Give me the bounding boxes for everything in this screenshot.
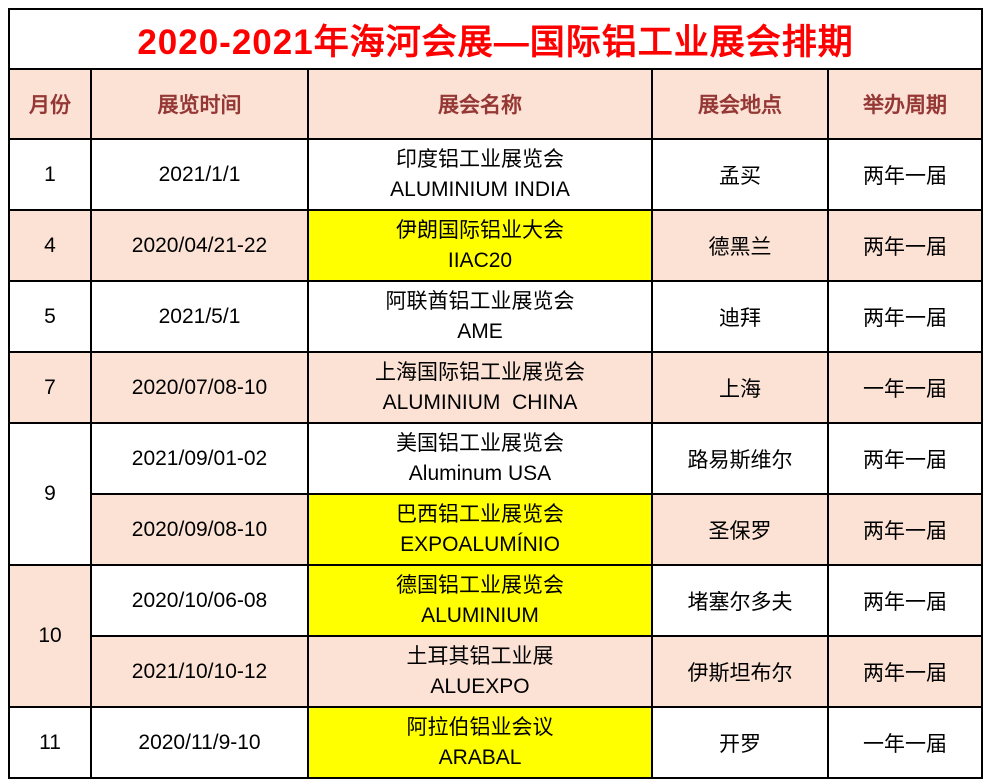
name-cell-highlighted: 伊朗国际铝业大会 IIAC20 — [307, 209, 653, 282]
month-cell: 11 — [8, 706, 92, 779]
location-cell: 迪拜 — [651, 280, 829, 353]
month-cell: 7 — [8, 351, 92, 424]
exhibition-name-en: AME — [457, 319, 503, 343]
cycle-cell: 两年一届 — [826, 564, 984, 637]
header-row: 月份 展览时间 展会名称 展会地点 举办周期 — [8, 68, 984, 140]
location-cell: 圣保罗 — [651, 493, 829, 566]
name-cell: 美国铝工业展览会 Aluminum USA — [307, 422, 653, 495]
exhibition-name-en: ALUMINIUM — [421, 603, 539, 627]
table-row: 4 2020/04/21-22 伊朗国际铝业大会 IIAC20 德黑兰 两年一届 — [8, 209, 984, 282]
cycle-cell: 一年一届 — [826, 351, 984, 424]
exhibition-name-en: EXPOALUMÍNIO — [400, 532, 560, 556]
exhibition-name-cn: 德国铝工业展览会 — [396, 573, 564, 597]
exhibition-name-en: ARABAL — [438, 745, 522, 769]
page-title: 2020-2021年海河会展—国际铝工业展会排期 — [7, 8, 984, 70]
exhibition-name-cn: 巴西铝工业展览会 — [396, 502, 564, 526]
table-row: 7 2020/07/08-10 上海国际铝工业展览会 ALUMINIUM CHI… — [8, 351, 984, 424]
exhibition-schedule-table: 2020-2021年海河会展—国际铝工业展会排期 月份 展览时间 展会名称 展会… — [7, 8, 984, 779]
location-cell: 上海 — [651, 351, 829, 424]
table-row: 2021/10/10-12 土耳其铝工业展 ALUEXPO 伊斯坦布尔 两年一届 — [9, 635, 984, 708]
table-row: 1 2021/1/1 印度铝工业展览会 ALUMINIUM INDIA 孟买 两… — [8, 138, 984, 211]
time-cell: 2021/1/1 — [90, 138, 309, 211]
col-header-cycle: 举办周期 — [826, 68, 984, 140]
cycle-cell: 两年一届 — [826, 280, 984, 353]
exhibition-name-cn: 阿拉伯铝业会议 — [406, 715, 554, 739]
time-cell: 2020/09/08-10 — [90, 493, 309, 566]
name-cell: 阿联酋铝工业展览会 AME — [307, 280, 653, 353]
exhibition-name-cn: 阿联酋铝工业展览会 — [385, 289, 575, 313]
exhibition-name-cn: 土耳其铝工业展 — [406, 644, 554, 668]
exhibition-name-cn: 印度铝工业展览会 — [396, 147, 564, 171]
month-cell: 1 — [8, 138, 92, 211]
table-row: 10 2020/10/06-08 德国铝工业展览会 ALUMINIUM 堵塞尔多… — [8, 564, 984, 708]
month-cell-merged: 10 — [8, 564, 92, 708]
month-cell-merged: 9 — [8, 422, 92, 566]
time-cell: 2020/11/9-10 — [90, 706, 309, 779]
month-cell: 4 — [8, 209, 92, 282]
time-cell: 2020/04/21-22 — [90, 209, 309, 282]
time-cell: 2020/07/08-10 — [90, 351, 309, 424]
cycle-cell: 两年一届 — [826, 635, 984, 708]
col-header-month: 月份 — [8, 68, 92, 140]
time-cell: 2021/09/01-02 — [90, 422, 309, 495]
cycle-cell: 两年一届 — [826, 209, 984, 282]
location-cell: 路易斯维尔 — [651, 422, 829, 495]
table-row: 9 2021/09/01-02 美国铝工业展览会 Aluminum USA 路易… — [8, 422, 984, 566]
month-cell: 5 — [8, 280, 92, 353]
title-row: 2020-2021年海河会展—国际铝工业展会排期 — [7, 8, 984, 70]
exhibition-name-en: ALUMINIUM INDIA — [390, 177, 570, 201]
cycle-cell: 一年一届 — [826, 706, 984, 779]
cycle-cell: 两年一届 — [826, 138, 984, 211]
location-cell: 孟买 — [651, 138, 829, 211]
col-header-location: 展会地点 — [651, 68, 829, 140]
name-cell: 印度铝工业展览会 ALUMINIUM INDIA — [307, 138, 653, 211]
exhibition-name-cn: 伊朗国际铝业大会 — [396, 218, 564, 242]
name-cell: 土耳其铝工业展 ALUEXPO — [307, 635, 653, 708]
exhibition-name-cn: 美国铝工业展览会 — [396, 431, 564, 455]
time-cell: 2021/5/1 — [90, 280, 309, 353]
col-header-time: 展览时间 — [90, 68, 309, 140]
table-row: 2020/09/08-10 巴西铝工业展览会 EXPOALUMÍNIO 圣保罗 … — [9, 493, 984, 566]
table-row: 11 2020/11/9-10 阿拉伯铝业会议 ARABAL 开罗 一年一届 — [8, 706, 984, 779]
exhibition-name-en: Aluminum USA — [408, 461, 552, 485]
location-cell: 堵塞尔多夫 — [651, 564, 829, 637]
location-cell: 伊斯坦布尔 — [651, 635, 829, 708]
exhibition-name-en: ALUEXPO — [430, 674, 530, 698]
exhibition-name-en: IIAC20 — [447, 248, 513, 272]
time-cell: 2020/10/06-08 — [90, 564, 309, 637]
exhibition-name-cn: 上海国际铝工业展览会 — [375, 360, 585, 384]
cycle-cell: 两年一届 — [826, 422, 984, 495]
name-cell-highlighted: 德国铝工业展览会 ALUMINIUM — [307, 564, 653, 637]
time-cell: 2021/10/10-12 — [90, 635, 309, 708]
location-cell: 开罗 — [651, 706, 829, 779]
name-cell-highlighted: 阿拉伯铝业会议 ARABAL — [307, 706, 653, 779]
name-cell-highlighted: 巴西铝工业展览会 EXPOALUMÍNIO — [307, 493, 653, 566]
col-header-name: 展会名称 — [307, 68, 653, 140]
name-cell: 上海国际铝工业展览会 ALUMINIUM CHINA — [307, 351, 653, 424]
cycle-cell: 两年一届 — [826, 493, 984, 566]
table-row: 5 2021/5/1 阿联酋铝工业展览会 AME 迪拜 两年一届 — [8, 280, 984, 353]
exhibition-name-en: ALUMINIUM CHINA — [382, 390, 578, 414]
location-cell: 德黑兰 — [651, 209, 829, 282]
